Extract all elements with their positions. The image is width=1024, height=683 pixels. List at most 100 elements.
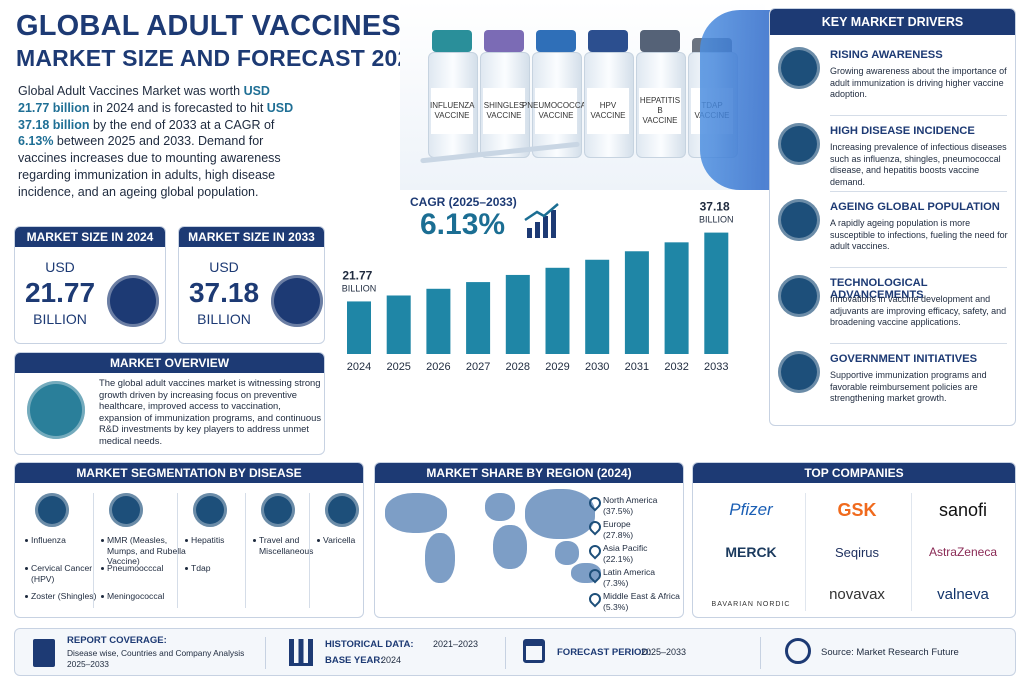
historical-label: HISTORICAL DATA: [325, 639, 414, 650]
drivers-box: KEY MARKET DRIVERS RISING AWARENESS Growin… [769, 8, 1016, 426]
source-text: Source: Market Research Future [821, 647, 959, 658]
bar [704, 232, 729, 354]
forecast-label: FORECAST PERIOD: [557, 647, 652, 658]
bar [624, 251, 649, 354]
base-label: BASE YEAR: [325, 655, 384, 666]
overview-title: MARKET OVERVIEW [15, 353, 324, 373]
bullet [185, 539, 188, 542]
region-name: Middle East & Africa [603, 591, 680, 601]
vial-cap [588, 30, 628, 52]
footer-separator [265, 637, 266, 669]
bullet [101, 539, 104, 542]
vial-label: HEPATITIS B VACCINE [639, 88, 681, 134]
value-label: 21.77 BILLION [342, 268, 377, 293]
footer-box: REPORT COVERAGE: Disease wise, Countries … [14, 628, 1016, 676]
market-size-currency: USD [209, 259, 239, 275]
bullet [25, 567, 28, 570]
x-tick-label: 2033 [704, 361, 728, 373]
driver-separator [830, 191, 1007, 192]
bar [466, 282, 491, 354]
disease-item: MMR (Measles, Mumps, and Rubella Vaccine… [107, 535, 186, 566]
bar [585, 259, 610, 354]
x-tick-label: 2031 [625, 361, 649, 373]
cagr-value: 6.13% [420, 208, 505, 241]
company-logo: sanofi [938, 499, 988, 520]
base-value: 2024 [381, 655, 402, 665]
intro-highlight: USD 21.77 billion [18, 84, 270, 115]
chart: CAGR (2025–2033) 6.13% 2024 21.77 BILLION… [342, 195, 734, 373]
footer-separator [505, 637, 506, 669]
disease-item: Tdap [191, 563, 211, 573]
vial-label: INFLUENZA VACCINE [430, 88, 474, 134]
map-land [493, 525, 527, 569]
intro-highlight: USD 37.18 billion [18, 100, 294, 132]
market-size-unit: BILLION [33, 311, 87, 327]
company-logo: MERCK [725, 544, 777, 560]
value-label: 37.18 BILLION [699, 200, 734, 225]
bar [505, 274, 530, 354]
company-logo: AstraZeneca [928, 545, 998, 559]
bar [664, 242, 689, 354]
forecast-value: 2025–2033 [641, 647, 687, 657]
driver-text: A rapidly ageing population is more susc… [830, 218, 1008, 251]
disease-icon [261, 493, 295, 527]
disease-icon [35, 493, 69, 527]
bullet [25, 595, 28, 598]
region-share: (5.3%) [603, 602, 629, 612]
disease-item: Zoster (Shingles) [31, 591, 97, 601]
region-name: Europe [603, 519, 631, 529]
bullet [253, 539, 256, 542]
company-logo: Seqirus [834, 544, 880, 560]
disease-item: Varicella [323, 535, 356, 545]
map-land [555, 541, 579, 565]
market-size-box: MARKET SIZE IN 2033 USD 37.18 BILLION [178, 226, 325, 344]
x-tick-label: 2025 [386, 361, 410, 373]
bullet [25, 539, 28, 542]
source-icon [785, 638, 811, 664]
bar [386, 295, 411, 354]
trend-icon [524, 203, 559, 238]
globe-icon [27, 381, 85, 439]
cagr-label: CAGR (2025–2033) [410, 195, 517, 209]
market-size-value: 21.77 [24, 277, 96, 308]
glove [700, 10, 770, 190]
region-share: (27.8%) [603, 530, 634, 540]
market-size-title: MARKET SIZE IN 2033 [179, 227, 324, 247]
map-land [571, 563, 601, 583]
market-size-icon [107, 275, 159, 327]
x-tick-label: 2028 [506, 361, 530, 373]
disease-item: Meningococcal [107, 591, 165, 601]
disease-item: Hepatitis [191, 535, 225, 545]
driver-title: GOVERNMENT INITIATIVES [830, 353, 978, 365]
intro: Global Adult Vaccines Market was worth U… [18, 83, 296, 201]
market-size-currency: USD [45, 259, 75, 275]
market-size-value: 37.18 [188, 277, 260, 308]
map-land [525, 489, 595, 539]
segmentation-box: MARKET SEGMENTATION BY DISEASE Influenza C… [14, 462, 364, 618]
company-logo: GSK [837, 499, 877, 520]
region-pin [586, 590, 604, 608]
coverage-text: Disease wise, Countries and Company Anal… [67, 648, 245, 669]
region-name: Latin America [603, 567, 656, 577]
bar [426, 288, 451, 354]
driver-title: TECHNOLOGICAL ADVANCEMENTS [830, 277, 928, 301]
column-separator [245, 493, 246, 608]
region-pin [586, 542, 604, 560]
driver-separator [830, 115, 1007, 116]
intro-text: by the end of 2033 at a CAGR of [89, 117, 275, 132]
driver-icon [778, 123, 820, 165]
vials-image: INFLUENZA VACCINE SHINGLES VACCINE PNEUMOC… [400, 0, 770, 190]
driver-icon [778, 199, 820, 241]
companies-box: TOP COMPANIES Pfizer GSK sanofi MERCK Seqirus… [692, 462, 1016, 618]
company-logo: Pfizer [729, 500, 773, 519]
x-tick-label: 2030 [585, 361, 609, 373]
grid-separator [805, 493, 806, 611]
driver-title: HIGH DISEASE INCIDENCE [830, 125, 975, 137]
chart-icon [289, 639, 313, 666]
column-separator [93, 493, 94, 608]
overview-box: MARKET OVERVIEW The global adult vaccines… [14, 352, 325, 455]
calendar-icon [523, 639, 545, 663]
bar [347, 301, 371, 354]
bullet [101, 595, 104, 598]
